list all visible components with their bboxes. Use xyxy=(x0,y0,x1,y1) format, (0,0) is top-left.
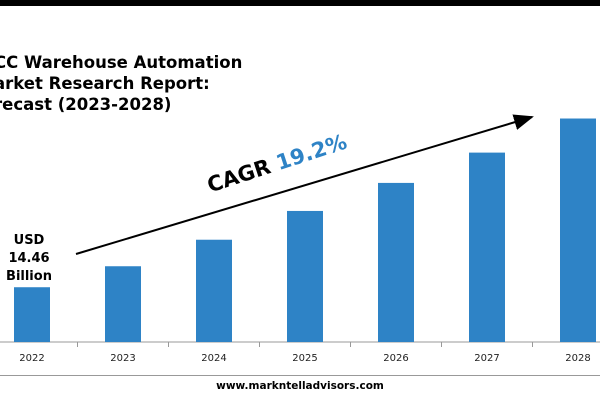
x-tick-label-2025: 2025 xyxy=(292,353,317,364)
value-label-line: USD xyxy=(13,233,45,248)
x-tick-label-2027: 2027 xyxy=(474,353,499,364)
bar-2026 xyxy=(378,182,414,342)
top-border xyxy=(0,0,600,6)
value-label-line: Billion xyxy=(6,269,52,284)
x-tick-label-2024: 2024 xyxy=(201,353,226,364)
bar-2028 xyxy=(560,118,596,342)
chart-title: CC Warehouse Automation arket Research R… xyxy=(0,52,294,115)
first-bar-value-label: USD 14.46 Billion xyxy=(2,232,56,286)
bar-2027 xyxy=(469,152,505,342)
bar-2024 xyxy=(196,239,232,342)
x-tick-label-2022: 2022 xyxy=(19,353,44,364)
trend-arrow xyxy=(75,114,534,255)
x-tick-label-2026: 2026 xyxy=(383,353,408,364)
website-link[interactable]: www.markntelladvisors.com xyxy=(216,380,384,392)
bar-2023 xyxy=(105,266,141,342)
title-line: arket Research Report: xyxy=(0,74,210,93)
bar-2025 xyxy=(287,210,323,342)
bar-2022 xyxy=(14,287,50,342)
value-label-line: 14.46 xyxy=(8,251,50,266)
title-line: CC Warehouse Automation xyxy=(0,53,243,72)
footer-divider xyxy=(0,375,600,376)
x-tick-label-2028: 2028 xyxy=(565,353,590,364)
x-tick-label-2023: 2023 xyxy=(110,353,135,364)
title-line: recast (2023-2028) xyxy=(0,95,172,114)
